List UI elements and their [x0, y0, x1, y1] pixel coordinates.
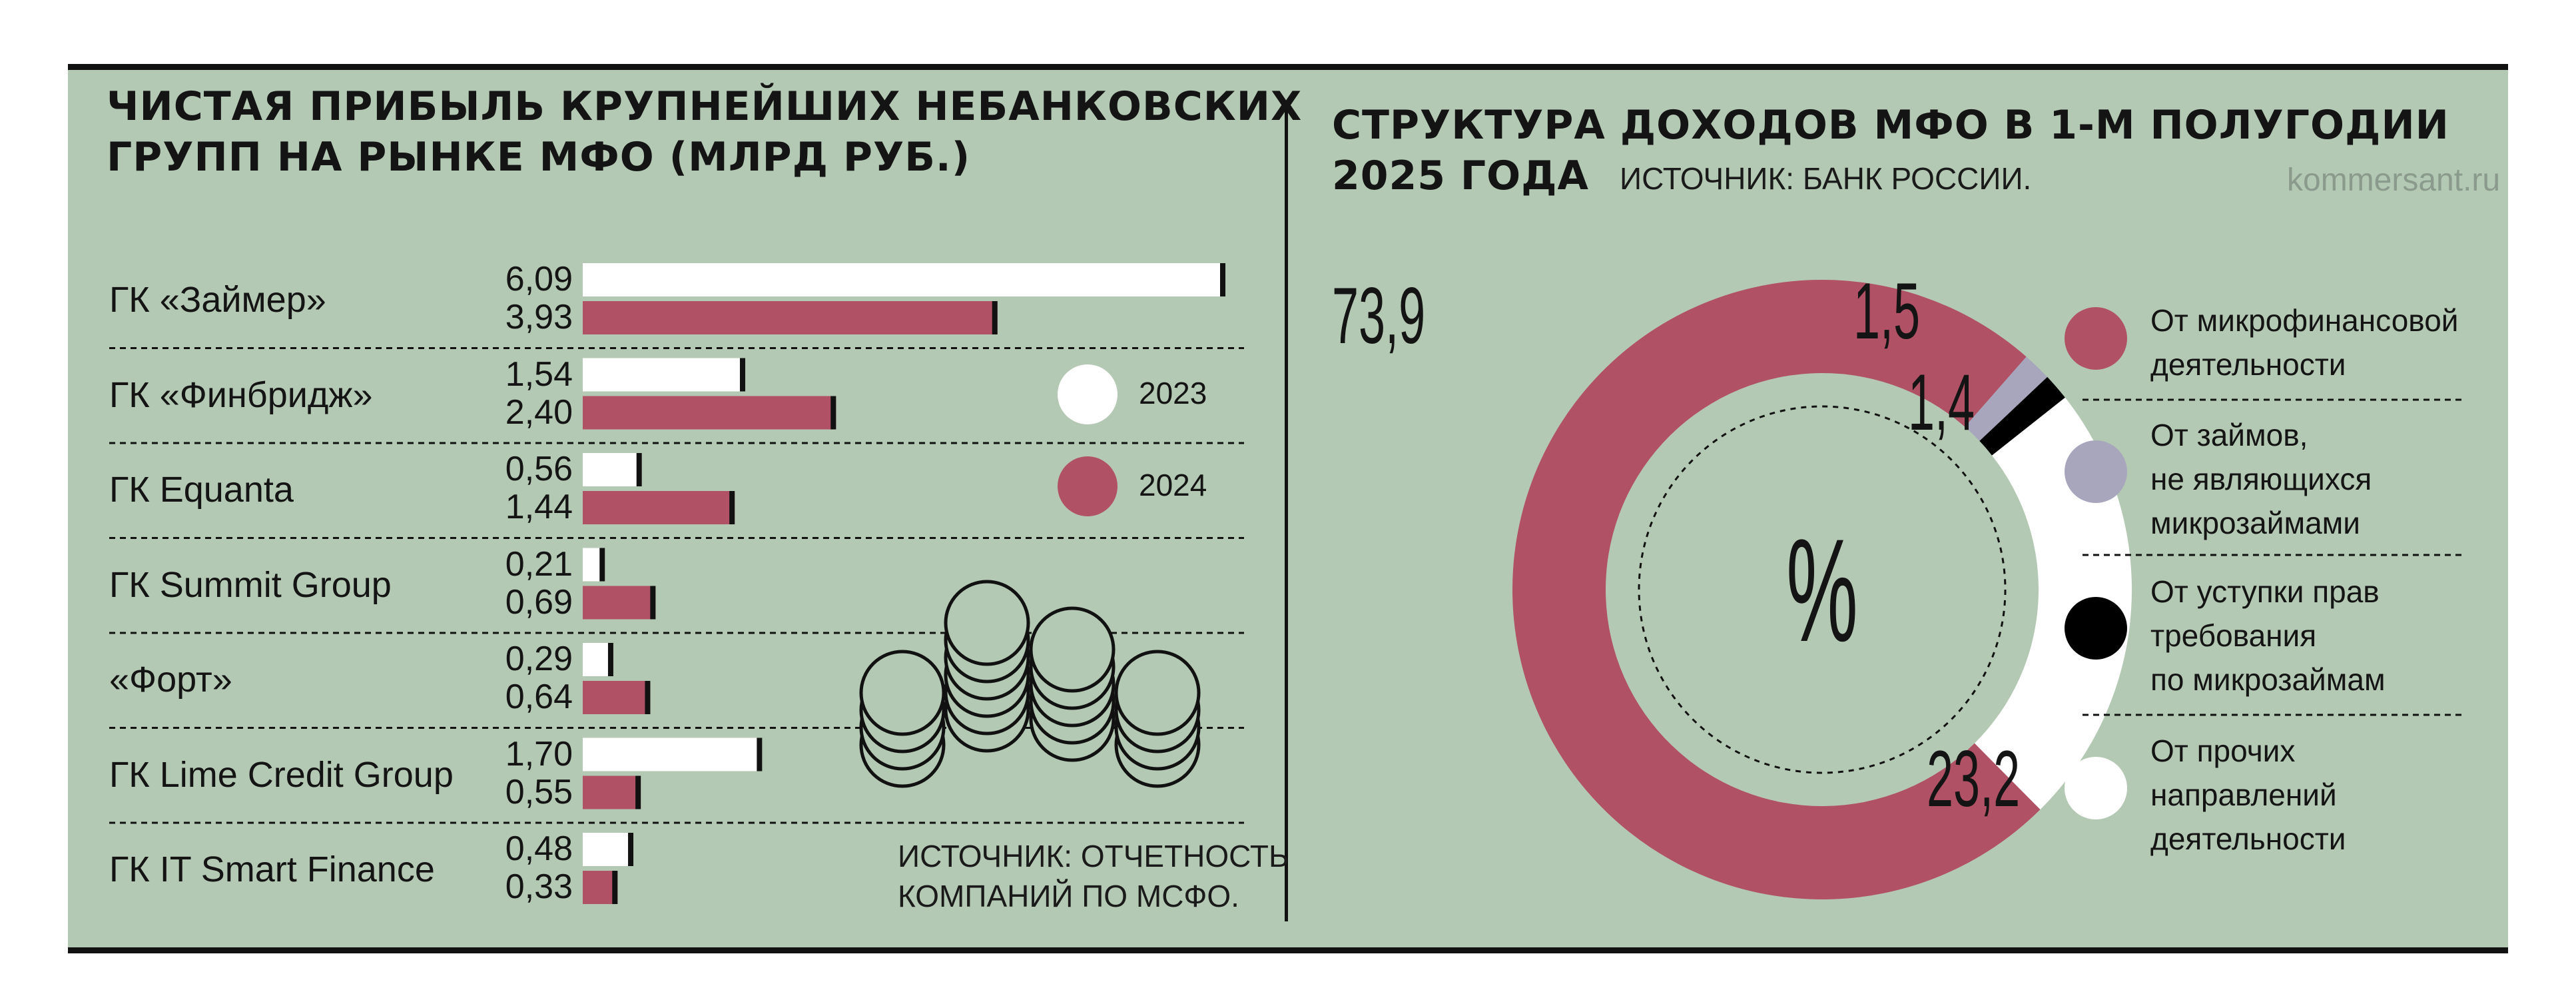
bar-2024-3: [583, 586, 656, 620]
bar-end-tick: [636, 453, 642, 486]
company-label: ГК Lime Credit Group: [109, 754, 454, 795]
bar-2023-6: [583, 833, 634, 866]
right-title: СТРУКТУРА ДОХОДОВ МФО В 1-М ПОЛУГОДИИ 20…: [1332, 100, 2449, 201]
legend-microfinance-label: От микрофинансовой деятельности: [2150, 303, 2459, 382]
company-label: ГК «Финбридж»: [109, 374, 373, 415]
left-title: ЧИСТАЯ ПРИБЫЛЬ КРУПНЕЙШИХ НЕБАНКОВСКИХ Г…: [107, 81, 1302, 183]
company-label: «Форт»: [109, 660, 232, 700]
bar-2024-1: [583, 396, 836, 430]
legend-claims-assignment-swatch: [2065, 597, 2127, 660]
legend-claims-assignment-label: От уступки прав требования по микрозайма…: [2150, 574, 2386, 697]
value-label-2024: 0,64: [505, 678, 573, 716]
right-title-line2: 2025 ГОДА: [1332, 153, 1589, 199]
bar-2024-0: [583, 301, 998, 334]
bar-2023-5: [583, 738, 763, 771]
bar-2023-2: [583, 453, 642, 486]
value-label-2024: 0,69: [505, 582, 573, 622]
bar-2024-4: [583, 681, 651, 714]
legend-2024-swatch: [1058, 456, 1118, 516]
legend-other-activities-label: От прочих направлений деятельности: [2150, 734, 2346, 856]
value-label-2023: 0,48: [505, 829, 573, 868]
value-label-2024: 0,55: [505, 772, 573, 811]
coin-stacks-illustration: [859, 580, 1201, 788]
bar-end-tick: [628, 833, 634, 866]
legend-2024-label: 2024: [1139, 468, 1207, 502]
bar-end-tick: [729, 491, 735, 524]
legend-2023-label: 2023: [1139, 376, 1207, 410]
company-label: ГК IT Smart Finance: [109, 849, 435, 889]
bottom-rule: [68, 947, 2508, 953]
value-label-2023: 0,56: [505, 450, 573, 488]
company-label: ГК Equanta: [109, 470, 294, 510]
panel-divider: [1285, 110, 1288, 921]
right-source: ИСТОЧНИК: БАНК РОССИИ.: [1620, 161, 2032, 196]
bar-end-tick: [1220, 263, 1225, 296]
bars-group: [583, 263, 1225, 904]
bar-end-tick: [992, 301, 998, 334]
bar-end-tick: [635, 775, 641, 809]
value-label-2024: 3,93: [505, 298, 573, 336]
donut-slice-1: [1965, 356, 2048, 441]
coin: [859, 650, 946, 736]
bar-2024-5: [583, 775, 641, 809]
left-title-line2: ГРУПП НА РЫНКЕ МФО (МЛРД РУБ.): [107, 134, 971, 181]
legend-other-loans-label: От займов, не являющихся микрозаймами: [2150, 418, 2372, 540]
bar-end-tick: [612, 871, 618, 904]
value-label-2024: 0,33: [505, 867, 573, 906]
coin: [1114, 650, 1201, 736]
left-source: ИСТОЧНИК: ОТЧЕТНОСТЬ КОМПАНИЙ ПО МСФО.: [898, 836, 1289, 916]
bar-end-tick: [830, 396, 836, 430]
left-source-line2: КОМПАНИЙ ПО МСФО.: [898, 879, 1239, 913]
bar-end-tick: [607, 643, 613, 676]
bar-2023-0: [583, 263, 1225, 296]
legend-other-activities-swatch: [2065, 757, 2127, 819]
bar-end-tick: [650, 586, 656, 620]
donut-slice-2: [1979, 376, 2065, 456]
donut-center-percent-sign: %: [1786, 508, 1858, 672]
bar-2024-6: [583, 871, 618, 904]
donut-label-other-activities: 23,2: [1927, 734, 2021, 823]
value-label-2023: 0,29: [505, 640, 573, 678]
watermark: kommersant.ru: [2287, 163, 2501, 198]
value-label-2023: 1,54: [505, 354, 573, 394]
value-label-2023: 6,09: [505, 260, 573, 298]
bar-end-tick: [645, 681, 651, 714]
right-title-line1: СТРУКТУРА ДОХОДОВ МФО В 1-М ПОЛУГОДИИ: [1332, 102, 2449, 149]
value-label-2023: 0,21: [505, 544, 573, 584]
legend-microfinance-swatch: [2065, 307, 2127, 370]
bar-end-tick: [757, 738, 763, 771]
bar-2023-1: [583, 358, 746, 392]
donut-label-other-loans: 1,5: [1853, 266, 1921, 356]
value-label-2023: 1,70: [505, 734, 573, 773]
row-separators: [109, 347, 1244, 824]
bar-end-tick: [740, 358, 746, 392]
value-label-2024: 2,40: [505, 392, 573, 432]
legend-other-loans-swatch: [2065, 440, 2127, 503]
left-source-line1: ИСТОЧНИК: ОТЧЕТНОСТЬ: [898, 839, 1289, 873]
bar-end-tick: [599, 548, 605, 582]
donut-slice-0: [1512, 280, 2041, 900]
bar-2024-2: [583, 491, 735, 524]
company-label: ГК Summit Group: [109, 564, 392, 605]
company-label: ГК «Займер»: [109, 280, 326, 320]
top-rule: [68, 64, 2508, 70]
value-label-2024: 1,44: [505, 488, 573, 526]
legend-2023-swatch: [1058, 364, 1118, 424]
donut-label-microfinance: 73,9: [1332, 271, 1426, 360]
donut-label-claims-assignment: 1,4: [1908, 358, 1975, 447]
left-title-line1: ЧИСТАЯ ПРИБЫЛЬ КРУПНЕЙШИХ НЕБАНКОВСКИХ: [107, 83, 1303, 130]
donut-inner-dashed-circle: [1638, 405, 2007, 774]
coin: [1029, 606, 1116, 693]
coin: [944, 580, 1030, 666]
